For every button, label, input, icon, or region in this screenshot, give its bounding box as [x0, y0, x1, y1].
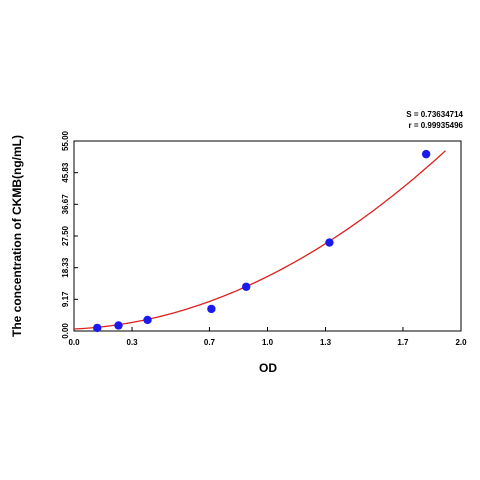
y-axis-ticks: 0.00 9.17 18.33 27.50 36.67 45.83 55.00: [61, 130, 78, 339]
data-point: [143, 315, 152, 325]
r-value-label: r = 0.99935496: [409, 121, 464, 130]
x-tick-label: 0.0: [68, 338, 80, 347]
data-point: [207, 304, 216, 314]
x-tick-label: 0.3: [126, 338, 138, 347]
y-tick-label: 0.00: [61, 323, 70, 339]
s-value-label: S = 0.73634714: [406, 110, 463, 119]
data-point: [93, 323, 102, 333]
x-tick-label: 1.0: [262, 338, 274, 347]
plot-frame: [73, 140, 462, 332]
data-point: [421, 149, 431, 159]
data-point: [242, 282, 251, 291]
x-axis-title: OD: [259, 361, 277, 375]
x-axis-ticks: 0.0 0.3 0.7 1.0 1.3 1.7 2.0: [68, 327, 467, 347]
y-tick-label: 27.50: [61, 225, 70, 246]
y-tick-label: 18.33: [61, 257, 70, 278]
data-point: [114, 321, 123, 330]
y-tick-label: 45.83: [61, 162, 70, 183]
fit-curve: [73, 150, 446, 330]
data-points: [93, 149, 431, 333]
y-tick-label: 36.67: [61, 194, 70, 215]
x-tick-label: 2.0: [455, 338, 467, 347]
y-axis-title: The concentration of CKMB(ng/mL): [10, 135, 24, 337]
y-tick-label: 55.00: [61, 130, 70, 151]
x-tick-label: 1.7: [397, 338, 409, 347]
y-tick-label: 9.17: [61, 291, 70, 307]
x-tick-label: 0.7: [204, 338, 216, 347]
x-tick-label: 1.3: [320, 338, 332, 347]
data-point: [325, 238, 334, 247]
